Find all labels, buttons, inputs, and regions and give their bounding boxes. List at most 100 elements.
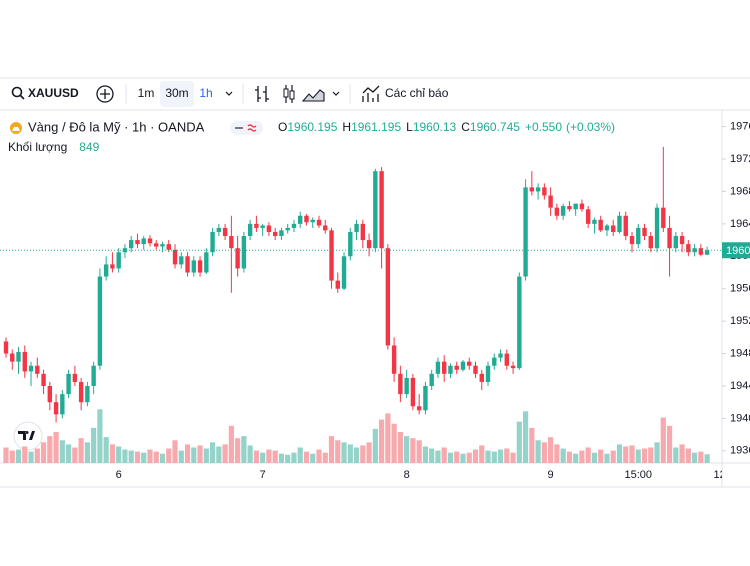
candle-body bbox=[567, 206, 572, 210]
candle-body bbox=[373, 171, 378, 249]
volume-bar bbox=[673, 447, 679, 463]
candle-body bbox=[398, 373, 403, 395]
volume-bar bbox=[97, 409, 103, 463]
candle-body bbox=[316, 219, 322, 226]
volume-bar bbox=[360, 445, 366, 463]
symbol[interactable]: XAUUSD bbox=[28, 86, 79, 100]
volume-bar bbox=[134, 451, 141, 463]
candle-body bbox=[404, 377, 409, 395]
interval-button-active[interactable]: 1h bbox=[199, 86, 212, 100]
candle-body bbox=[448, 365, 453, 374]
candle-body bbox=[185, 256, 190, 273]
ohlc-legend: O1960.195 H1961.195 L1960.13 C1960.745 +0.55… bbox=[278, 120, 615, 134]
volume-bar bbox=[153, 451, 159, 463]
volume-bar bbox=[59, 440, 65, 463]
interval-button[interactable]: 30m bbox=[165, 86, 188, 100]
volume-bar bbox=[222, 444, 228, 463]
interval-dropdown[interactable] bbox=[225, 91, 233, 96]
candle-body bbox=[517, 276, 522, 369]
volume-bar bbox=[429, 448, 435, 463]
candle-body bbox=[629, 236, 635, 245]
volume-bar bbox=[22, 446, 28, 463]
candle-body bbox=[78, 381, 84, 403]
symbol-title: Vàng / Đô la Mỹ · 1h · OANDA bbox=[28, 119, 205, 134]
candle-body bbox=[354, 223, 359, 232]
tv-logo[interactable] bbox=[13, 421, 43, 451]
compare-button[interactable] bbox=[96, 85, 114, 103]
volume-bar bbox=[141, 452, 147, 463]
volume-bar bbox=[435, 450, 441, 463]
chart-type-dropdown[interactable] bbox=[332, 91, 340, 96]
candle-body bbox=[429, 373, 434, 386]
x-tick-label: 9 bbox=[548, 469, 554, 481]
indicators-button[interactable]: Các chỉ báo bbox=[385, 86, 449, 100]
volume-bar bbox=[335, 440, 341, 463]
candle-body bbox=[460, 361, 466, 370]
volume-bar bbox=[203, 448, 209, 463]
candle-body bbox=[116, 252, 121, 269]
volume-bar bbox=[272, 450, 278, 463]
interval-button[interactable]: 1m bbox=[138, 86, 155, 100]
volume-label: Khối lượng bbox=[8, 140, 67, 154]
candle-body bbox=[329, 230, 334, 281]
search-icon bbox=[19, 94, 25, 100]
volume-bar bbox=[216, 446, 222, 463]
legend-field: C bbox=[461, 120, 470, 134]
candle-body bbox=[235, 248, 240, 269]
volume-bar bbox=[379, 419, 385, 463]
candle-body bbox=[636, 227, 641, 245]
bar-style-icon[interactable] bbox=[255, 86, 269, 102]
legend-field: (+0.03%) bbox=[566, 120, 615, 134]
candle-body bbox=[341, 256, 347, 289]
volume-bar bbox=[610, 450, 616, 463]
candle-body bbox=[60, 394, 65, 415]
logo-mark bbox=[18, 431, 35, 440]
candle-body bbox=[348, 231, 353, 257]
volume-bar bbox=[209, 442, 216, 463]
volume-bar bbox=[454, 451, 460, 463]
volume-bar bbox=[178, 450, 184, 463]
volume-bar bbox=[147, 449, 153, 463]
candle-body bbox=[423, 385, 428, 411]
volume-bar bbox=[353, 447, 360, 463]
candle-body bbox=[323, 225, 328, 231]
candle-body bbox=[216, 227, 222, 232]
indicators-icon[interactable] bbox=[362, 85, 380, 102]
volume-bar bbox=[109, 444, 116, 463]
candle-body bbox=[41, 373, 46, 386]
volume-bar bbox=[391, 423, 397, 463]
candle-body bbox=[279, 230, 284, 237]
volume-bar bbox=[648, 447, 654, 463]
candle-body bbox=[510, 365, 516, 369]
volume-bar bbox=[635, 449, 641, 463]
candle-body bbox=[379, 171, 384, 249]
logo-badge bbox=[13, 421, 43, 451]
market-status[interactable] bbox=[230, 121, 263, 135]
volume-bar bbox=[34, 448, 40, 463]
area-style-icon[interactable] bbox=[301, 89, 325, 102]
volume-bar bbox=[485, 450, 491, 463]
volume-bar bbox=[641, 448, 648, 463]
candle-body bbox=[129, 240, 134, 249]
volume-bar bbox=[191, 447, 197, 463]
candle-body bbox=[22, 351, 27, 372]
candle-body bbox=[611, 225, 616, 232]
y-tick-label: 1964 bbox=[730, 218, 750, 230]
volume-bar bbox=[704, 454, 710, 463]
candle-body bbox=[191, 260, 196, 273]
volume-bar bbox=[591, 452, 598, 463]
volume-bar bbox=[9, 450, 15, 463]
volume-bar bbox=[235, 438, 241, 463]
volume-bar bbox=[447, 452, 454, 463]
symbol-search[interactable]: XAUUSD bbox=[11, 86, 80, 100]
volume-bar bbox=[535, 440, 541, 463]
volume-bar bbox=[328, 436, 335, 463]
volume-bar bbox=[347, 444, 353, 463]
volume-bar bbox=[291, 452, 297, 463]
volume-bar bbox=[579, 450, 585, 463]
volume-bar bbox=[416, 440, 422, 463]
candle-body bbox=[85, 385, 90, 403]
candle-body bbox=[704, 250, 710, 255]
volume-bar bbox=[422, 446, 429, 463]
